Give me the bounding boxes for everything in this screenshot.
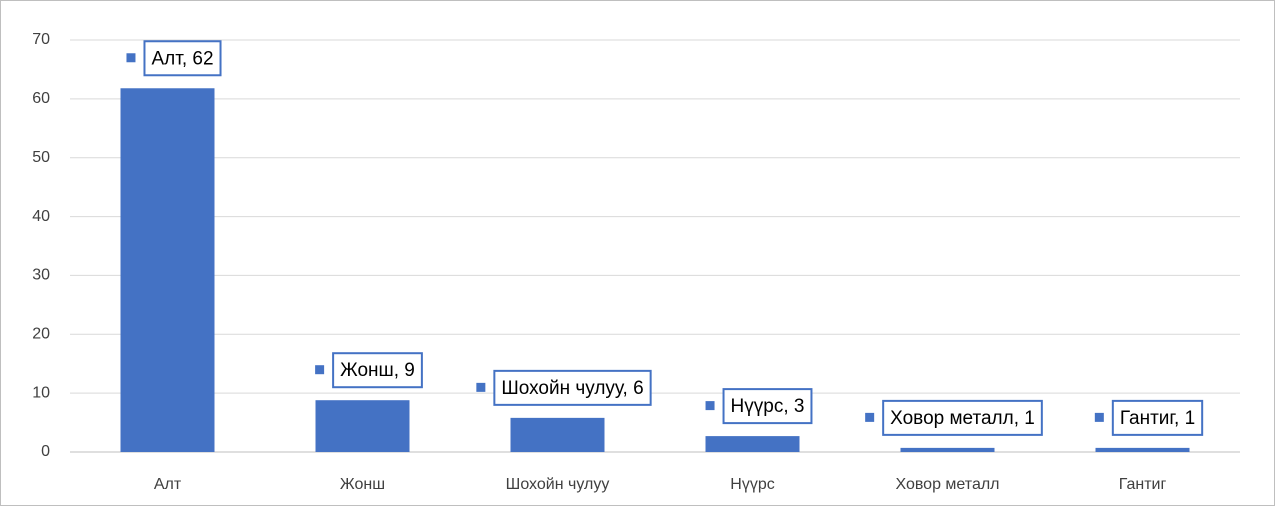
legend-key	[865, 412, 875, 422]
data-label: Шохойн чулуу, 6	[501, 378, 643, 399]
legend-key	[705, 401, 715, 411]
y-tick-label: 50	[32, 149, 50, 166]
data-label-box	[143, 40, 222, 77]
data-label: Жонш, 9	[340, 360, 415, 381]
x-tick-label: Нүүрс	[730, 476, 774, 493]
y-tick-label: 30	[32, 267, 50, 284]
y-tick-label: 20	[32, 326, 50, 343]
bar	[900, 447, 995, 452]
legend-key	[1094, 412, 1104, 422]
y-tick-label: 70	[32, 31, 50, 48]
data-label-box	[332, 352, 423, 389]
data-label: Нүүрс, 3	[731, 396, 805, 417]
legend-key	[476, 382, 486, 392]
x-tick-label: Алт	[154, 476, 182, 493]
y-tick-label: 0	[41, 443, 50, 460]
bar	[510, 417, 605, 452]
y-tick-label: 10	[32, 384, 50, 401]
data-label-box	[882, 399, 1043, 436]
data-label-box	[1111, 399, 1204, 436]
x-tick-label: Шохойн чулуу	[506, 476, 610, 493]
data-label-box	[722, 388, 813, 425]
data-label-box	[493, 369, 652, 406]
y-tick-label: 40	[32, 208, 50, 225]
bar	[315, 400, 410, 452]
data-label: Гантиг, 1	[1120, 408, 1195, 429]
legend-key	[315, 365, 325, 375]
bar	[705, 436, 800, 452]
y-tick-label: 60	[32, 90, 50, 107]
bar	[1095, 447, 1190, 452]
x-tick-label: Гантиг	[1119, 476, 1167, 493]
legend-key	[126, 53, 136, 63]
data-label: Алт, 62	[151, 48, 213, 69]
bar	[120, 88, 215, 453]
x-tick-label: Жонш	[340, 476, 385, 493]
x-tick-label: Ховор металл	[895, 476, 999, 493]
data-label: Ховор металл, 1	[890, 408, 1035, 429]
